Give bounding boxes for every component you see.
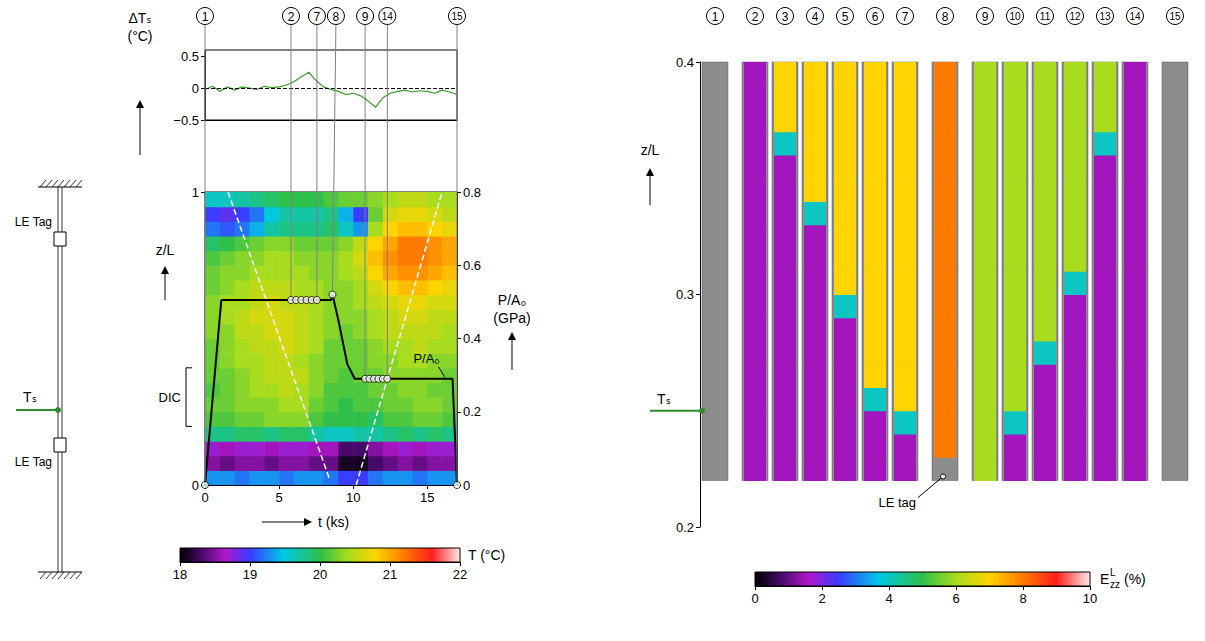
svg-text:1: 1 [202, 10, 209, 24]
svg-text:3: 3 [782, 10, 789, 24]
svg-text:−0.5: −0.5 [173, 113, 199, 128]
svg-text:15: 15 [420, 490, 434, 505]
svg-text:Tₛ: Tₛ [657, 391, 671, 407]
svg-text:0.4: 0.4 [463, 331, 481, 346]
svg-text:5: 5 [276, 490, 283, 505]
svg-text:Tₛ: Tₛ [23, 389, 37, 405]
svg-text:18: 18 [173, 567, 187, 582]
svg-text:(°C): (°C) [127, 28, 152, 44]
svg-text:P/A₀: P/A₀ [413, 351, 439, 366]
svg-text:7: 7 [902, 10, 909, 24]
svg-text:0.6: 0.6 [463, 258, 481, 273]
svg-text:zz: zz [1110, 579, 1120, 590]
svg-text:ΔTₛ: ΔTₛ [128, 10, 151, 26]
svg-text:0.3: 0.3 [676, 287, 694, 302]
svg-text:1: 1 [712, 10, 719, 24]
svg-text:14: 14 [1129, 11, 1141, 22]
svg-text:0.8: 0.8 [463, 185, 481, 200]
svg-text:11: 11 [1040, 11, 1051, 22]
svg-text:10: 10 [346, 490, 360, 505]
svg-text:10: 10 [1083, 591, 1097, 606]
svg-text:E: E [1100, 571, 1109, 587]
svg-text:z/L: z/L [156, 242, 175, 258]
svg-text:15: 15 [1169, 11, 1181, 22]
svg-text:0: 0 [192, 81, 199, 96]
svg-text:9: 9 [982, 10, 989, 24]
svg-text:2: 2 [288, 10, 295, 24]
svg-text:15: 15 [451, 11, 463, 22]
svg-text:LE Tag: LE Tag [15, 455, 52, 469]
svg-text:21: 21 [383, 567, 397, 582]
svg-text:0.2: 0.2 [676, 520, 694, 535]
svg-text:0: 0 [201, 490, 208, 505]
svg-text:8: 8 [942, 10, 949, 24]
svg-text:14: 14 [382, 11, 394, 22]
svg-text:P/A₀: P/A₀ [498, 292, 527, 308]
svg-text:8: 8 [1019, 591, 1026, 606]
svg-text:2: 2 [752, 10, 759, 24]
svg-text:0.2: 0.2 [463, 404, 481, 419]
svg-text:LE tag: LE tag [878, 495, 916, 510]
svg-text:(GPa): (GPa) [493, 310, 530, 326]
svg-text:t (ks): t (ks) [318, 514, 349, 530]
svg-text:7: 7 [314, 10, 321, 24]
svg-text:T (°C): T (°C) [468, 547, 505, 563]
svg-text:12: 12 [1069, 11, 1081, 22]
svg-text:8: 8 [333, 10, 340, 24]
svg-text:6: 6 [952, 591, 959, 606]
svg-text:10: 10 [1009, 11, 1021, 22]
svg-text:DIC: DIC [159, 390, 181, 405]
svg-text:22: 22 [453, 567, 467, 582]
svg-text:6: 6 [872, 10, 879, 24]
svg-text:4: 4 [812, 10, 819, 24]
svg-text:20: 20 [313, 567, 327, 582]
svg-text:z/L: z/L [641, 142, 660, 158]
svg-text:0.5: 0.5 [181, 49, 199, 64]
svg-text:(%): (%) [1124, 571, 1146, 587]
svg-text:L: L [1110, 567, 1116, 578]
svg-text:0: 0 [751, 591, 758, 606]
svg-text:5: 5 [842, 10, 849, 24]
svg-text:0.4: 0.4 [676, 55, 694, 70]
svg-text:2: 2 [818, 591, 825, 606]
svg-text:9: 9 [362, 10, 369, 24]
svg-text:13: 13 [1099, 11, 1111, 22]
svg-text:0: 0 [192, 478, 199, 493]
svg-text:19: 19 [243, 567, 257, 582]
svg-text:1: 1 [192, 185, 199, 200]
svg-text:0: 0 [463, 478, 470, 493]
svg-text:LE Tag: LE Tag [15, 215, 52, 229]
svg-text:4: 4 [885, 591, 892, 606]
